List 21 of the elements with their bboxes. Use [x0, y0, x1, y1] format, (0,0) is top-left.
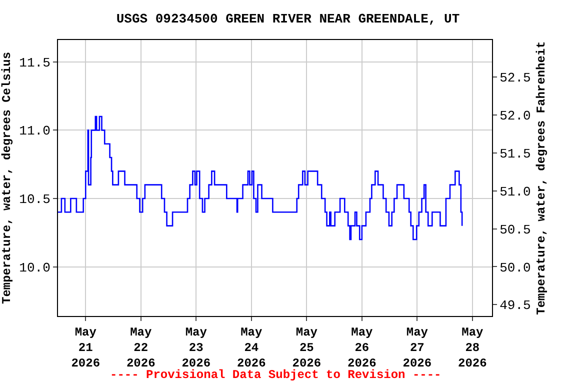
x-tick-label: May 27 2026	[402, 325, 432, 371]
x-tick-label: May 23 2026	[182, 325, 211, 371]
y2-tick-label: 50.5	[500, 222, 531, 238]
y-tick-label: 10.0	[19, 260, 50, 276]
x-tick-label: May 28 2026	[458, 325, 487, 371]
chart-title: USGS 09234500 GREEN RIVER NEAR GREENDALE, UT	[116, 12, 460, 27]
y2-tick-label: 51.5	[500, 146, 531, 162]
x-tick-label: May 22 2026	[126, 325, 156, 371]
y2-tick-label: 52.5	[500, 70, 531, 86]
y-axis-title: Temperature, water, degrees Celsius	[0, 52, 14, 304]
y2-tick-label: 51.0	[500, 184, 531, 200]
y-tick-label: 11.0	[19, 124, 50, 139]
y2-tick-label: 50.0	[500, 260, 531, 276]
y-tick-label: 10.5	[19, 192, 50, 208]
y2-tick-label: 52.0	[500, 108, 531, 124]
y-tick-label: 11.5	[19, 55, 50, 70]
text: ---- Provisional Data Subject to Revision ----	[110, 368, 442, 382]
y2-axis-title: Temperature, water, degrees Fahrenheit	[534, 41, 549, 315]
x-tick-label: May 21 2026	[71, 325, 100, 371]
x-tick-label: May 24 2026	[236, 325, 266, 371]
y2-tick-label: 49.5	[500, 298, 531, 314]
